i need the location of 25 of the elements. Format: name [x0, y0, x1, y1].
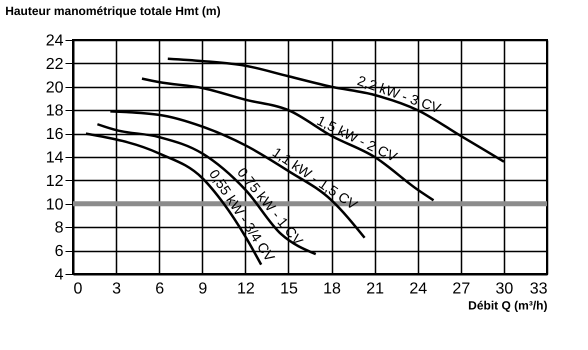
x-tick-label: 9 [198, 280, 208, 298]
x-axis-title: Débit Q (m³/h) [468, 298, 548, 312]
x-tick-label: 3 [112, 280, 122, 298]
x-tick-label: 0 [74, 280, 82, 298]
y-tick-label: 6 [54, 243, 64, 260]
x-tick-label: 12 [236, 280, 255, 298]
y-tick-label: 18 [46, 102, 64, 120]
x-tick-label: 6 [155, 280, 164, 298]
y-tick-label: 12 [46, 172, 64, 190]
y-tick-label: 10 [46, 196, 64, 214]
y-tick-label: 8 [54, 220, 64, 237]
y-tick-label: 22 [46, 56, 64, 73]
x-tick-label: 18 [323, 280, 342, 298]
x-tick-label: 15 [280, 280, 298, 298]
y-tick-label: 20 [46, 79, 64, 96]
x-tick-label: 21 [366, 280, 384, 298]
y-axis-title: Hauteur manométrique totale Hmt (m) [5, 4, 221, 18]
x-tick-label: 30 [496, 280, 514, 298]
x-tick-label: 27 [452, 280, 470, 298]
x-tick-label: 33 [530, 280, 548, 298]
y-tick-label: 24 [46, 32, 64, 50]
y-tick-label: 14 [46, 150, 64, 166]
y-tick-label: 4 [54, 266, 64, 284]
x-tick-label: 24 [409, 280, 428, 298]
y-tick-label: 16 [46, 126, 64, 144]
